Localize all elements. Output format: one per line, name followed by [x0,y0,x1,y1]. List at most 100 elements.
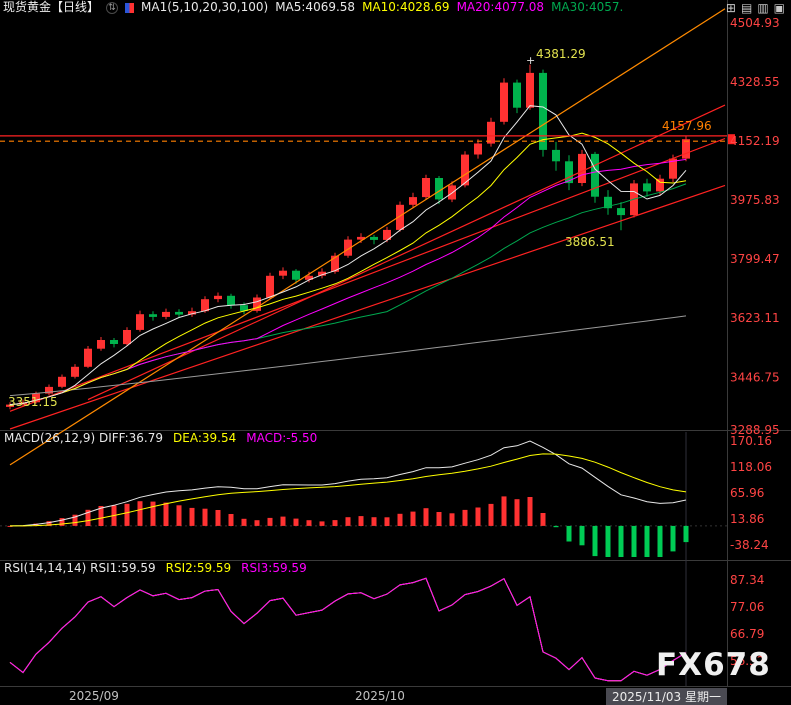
rsi3-value: RSI3:59.59 [241,561,307,575]
macd-histogram-bar [449,513,455,526]
symbol-title[interactable]: 现货黄金【日线】 [3,0,100,14]
candlestick-view-icon[interactable]: ▤ [740,1,753,15]
candle-body[interactable] [318,271,326,276]
candle-body[interactable] [149,314,157,317]
candle-body[interactable] [461,154,469,186]
rsi-axis-label: 77.06 [730,600,764,614]
last-price-annotation: 4157.96 [662,119,712,134]
fullscreen-view-icon[interactable]: ▣ [773,1,785,15]
macd-diff-line [9,440,687,527]
candle-body[interactable] [292,270,300,280]
ma5-value: MA5:4069.58 [275,0,356,14]
ma100-line [9,315,687,397]
start-low-annotation: 3351.15 [8,395,58,410]
candle-body[interactable] [565,161,573,184]
macd-histogram-bar [358,516,364,526]
candle-body[interactable] [487,121,495,144]
macd-histogram-bar [241,518,247,526]
macd-histogram-bar [644,525,650,557]
candle-body[interactable] [266,275,274,298]
trend-line[interactable] [9,8,726,466]
candle-body[interactable] [552,149,560,162]
candle-body[interactable] [656,178,664,192]
candle-body[interactable] [97,340,105,349]
macd-histogram-bar [46,521,52,526]
candle-body[interactable] [279,270,287,276]
macd-histogram-bar [137,501,143,526]
macd-histogram-bar [527,497,533,526]
symbol-switch-icon[interactable]: ⇅ [106,1,119,14]
candle-body[interactable] [188,311,196,315]
candle-body[interactable] [58,376,66,387]
macd-axis-label: 170.16 [730,434,772,448]
split-panel-view-icon[interactable]: ▥ [757,1,769,15]
candle-body[interactable] [110,340,118,344]
ma30-value: MA30:4057. [551,0,624,14]
macd-axis-label: 65.96 [730,486,764,500]
trend-line[interactable] [9,137,726,412]
candle-body[interactable] [396,204,404,230]
rsi-params-label[interactable]: RSI(14,14,14) RSI1:59.59 [4,561,156,575]
macd-histogram-bar [267,517,273,526]
candle-body[interactable] [669,158,677,179]
ma-indicator-icon [125,2,135,13]
candle-body[interactable] [617,208,625,216]
candle-body[interactable] [84,348,92,367]
candle-body[interactable] [240,305,248,311]
candle-body[interactable] [175,311,183,315]
candle-body[interactable] [539,72,547,150]
rsi-header: RSI(14,14,14) RSI1:59.59 RSI2:59.59 RSI3… [4,561,307,575]
candle-body[interactable] [71,366,79,377]
candle-body[interactable] [643,183,651,192]
candle-body[interactable] [32,393,40,403]
candle-body[interactable] [331,255,339,272]
x-axis-label-september: 2025/09 [69,689,119,703]
pullback-low-annotation: 3886.51 [565,235,615,250]
macd-histogram-bar [410,511,416,526]
candle-body[interactable] [578,153,586,183]
candle-body[interactable] [383,229,391,240]
candle-body[interactable] [370,236,378,240]
macd-histogram-bar [228,514,234,526]
candle-body[interactable] [45,386,53,394]
candle-body[interactable] [526,72,534,108]
candle-body[interactable] [422,178,430,198]
candle-body[interactable] [435,178,443,200]
macd-histogram-bar [72,514,78,526]
candle-body[interactable] [305,275,313,280]
macd-axis-label: -38.24 [730,538,769,552]
candle-body[interactable] [201,299,209,312]
ma5-line [9,105,687,406]
candle-body[interactable] [6,404,14,407]
multi-chart-layout-icon[interactable]: ⊞ [725,1,736,15]
macd-histogram-bar [254,520,260,526]
candle-body[interactable] [682,139,690,159]
candle-body[interactable] [162,311,170,317]
candle-body[interactable] [474,143,482,155]
candle-body[interactable] [513,82,521,108]
candle-body[interactable] [227,295,235,306]
trend-line[interactable] [87,104,726,401]
candle-body[interactable] [123,330,131,345]
candle-body[interactable] [357,236,365,240]
macd-histogram-bar [657,525,663,557]
macd-histogram-bar [605,525,611,557]
candle-body[interactable] [214,295,222,300]
price-axis-label: 3446.75 [730,370,780,384]
candle-body[interactable] [604,196,612,209]
ma-settings-label[interactable]: MA1(5,10,20,30,100) [141,0,269,14]
candle-body[interactable] [344,239,352,256]
candle-body[interactable] [591,153,599,197]
macd-params-label[interactable]: MACD(26,12,9) DIFF:36.79 [4,431,163,445]
ma20-value: MA20:4077.08 [456,0,545,14]
macd-histogram-bar [189,507,195,526]
ma30-line [9,183,687,406]
trend-line[interactable] [9,184,726,430]
x-axis[interactable]: 2025/09 2025/10 2025/11/03 星期一 [0,688,791,705]
candle-body[interactable] [136,314,144,330]
candle-body[interactable] [409,197,417,205]
candle-body[interactable] [500,82,508,122]
candle-body[interactable] [253,297,261,311]
macd-histogram-bar [553,525,559,528]
